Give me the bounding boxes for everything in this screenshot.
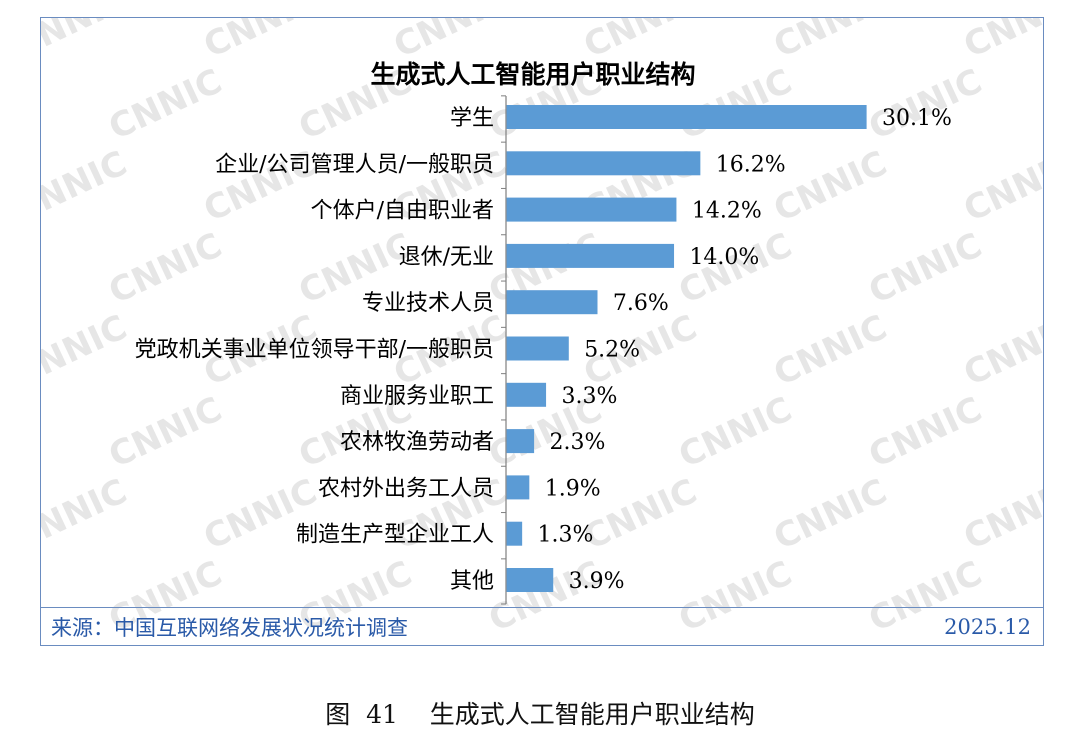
bar [506,382,547,407]
value-label: 5.2% [584,338,640,363]
bar [506,105,867,129]
category-label: 企业/公司管理人员/一般职员 [215,152,494,177]
value-label: 16.2% [716,152,786,177]
category-label: 其他 [450,569,494,594]
value-label: 1.9% [545,476,601,501]
category-label: 退休/无业 [399,245,494,270]
figure-caption: 图 41 生成式人工智能用户职业结构 [325,700,755,729]
bar [506,290,598,315]
bars-layer: 学生 30.1% 企业/公司管理人员/一般职员 16.2% 个体户/自由职业者 14.2%… [135,95,952,605]
bar [506,568,554,592]
bar [506,197,677,222]
date-text: 2025.12 [944,614,1031,639]
bar [506,336,569,361]
value-label: 14.0% [689,245,759,270]
chart-frame: CNNIC CNNIC CNNIC CNNIC CNNIC CNNIC CNNIC CNNIC… [40,17,1044,646]
bar [506,243,675,268]
category-label: 学生 [450,106,494,131]
value-label: 2.3% [550,430,606,455]
source-footer: 来源：中国互联网络发展状况统计调查 2025.12 [41,607,1043,645]
bar-chart: 生成式人工智能用户职业结构 学生 30.1% 企业/公司管理人员/一般职员 16.2%… [135,60,952,605]
category-label: 专业技术人员 [362,291,494,316]
bar [506,429,535,454]
value-label: 14.2% [692,199,762,224]
value-label: 3.9% [569,569,625,594]
category-label: 农村外出务工人员 [318,476,494,501]
value-label: 1.3% [538,523,594,548]
value-label: 7.6% [613,291,669,316]
category-label: 个体户/自由职业者 [311,199,494,224]
bar [506,521,523,546]
source-text: 来源：中国互联网络发展状况统计调查 [51,615,408,640]
category-label: 商业服务业职工 [340,384,494,409]
bar [506,475,530,500]
category-label: 制造生产型企业工人 [296,523,494,548]
category-label: 党政机关事业单位领导干部/一般职员 [135,338,494,363]
value-label: 30.1% [882,106,952,131]
bar [506,151,701,176]
chart-title: 生成式人工智能用户职业结构 [370,60,695,89]
category-label: 农林牧渔劳动者 [340,430,494,455]
value-label: 3.3% [561,384,617,409]
